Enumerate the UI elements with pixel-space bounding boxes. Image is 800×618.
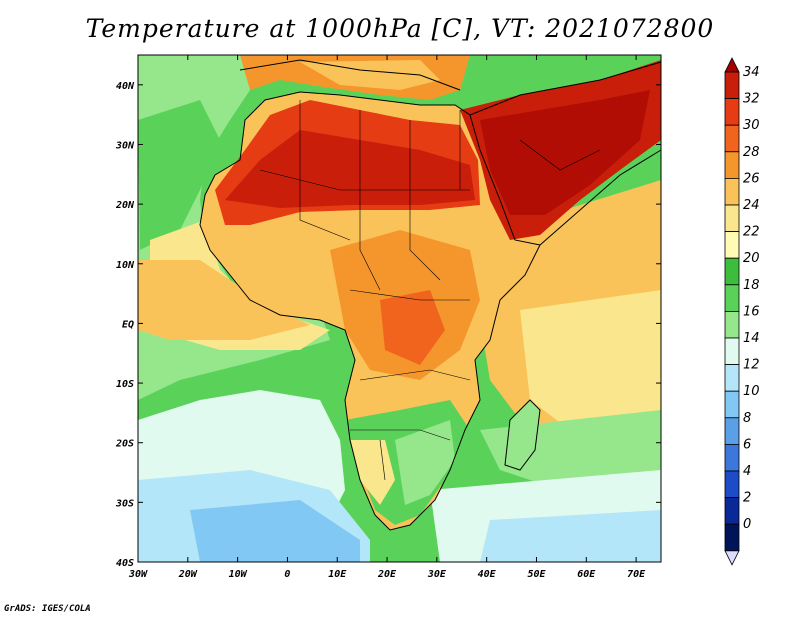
colorbar-swatch bbox=[724, 390, 740, 419]
colorbar-level-label: 24 bbox=[743, 198, 760, 213]
longitude-label: 0 bbox=[284, 569, 290, 580]
map-title: Temperature at 1000hPa [C], VT: 20210728… bbox=[85, 14, 715, 43]
latitude-label: 30S bbox=[115, 498, 134, 509]
longitude-label: 50E bbox=[527, 569, 546, 580]
colorbar-level-label: 14 bbox=[743, 331, 760, 346]
colorbar-swatch bbox=[724, 177, 740, 206]
axis-ticks bbox=[137, 55, 661, 563]
colorbar-level-label: 20 bbox=[743, 251, 760, 266]
colorbar-level-label: 10 bbox=[743, 384, 760, 399]
colorbar-swatch bbox=[724, 497, 740, 525]
colorbar-swatch bbox=[724, 443, 740, 472]
longitude-label: 10W bbox=[229, 569, 248, 580]
colorbar-swatch bbox=[724, 124, 740, 153]
longitude-label: 40E bbox=[478, 569, 497, 580]
colorbar-swatch bbox=[724, 98, 740, 126]
colorbar-swatch bbox=[724, 257, 740, 286]
map-frame bbox=[137, 54, 662, 563]
colorbar-swatch bbox=[724, 71, 740, 100]
colorbar-bottom-arrow bbox=[724, 550, 740, 566]
colorbar-level-label: 30 bbox=[743, 118, 760, 133]
colorbar-level-label: 28 bbox=[743, 145, 760, 160]
colorbar-swatch bbox=[724, 151, 740, 179]
colorbar-level-label: 22 bbox=[743, 225, 760, 240]
latitude-label: 30N bbox=[115, 140, 135, 151]
latitude-label: 10N bbox=[116, 260, 135, 271]
grads-credit: GrADS: IGES/COLA bbox=[4, 604, 91, 614]
colorbar-swatch bbox=[724, 523, 740, 552]
longitude-label: 20W bbox=[178, 569, 198, 580]
latitude-label: EQ bbox=[122, 319, 134, 330]
colorbar-level-label: 32 bbox=[743, 92, 760, 107]
colorbar-level-label: 8 bbox=[743, 411, 751, 426]
coastlines bbox=[199, 59, 662, 531]
colorbar-swatch bbox=[724, 284, 740, 312]
colorbar-top-arrow bbox=[724, 57, 740, 73]
colorbar-level-label: 4 bbox=[743, 464, 751, 479]
longitude-label: 30E bbox=[427, 569, 447, 580]
latitude-label: 20N bbox=[115, 200, 135, 211]
latitude-label: 40N bbox=[116, 81, 135, 92]
temperature-field bbox=[138, 55, 661, 562]
colorbar-swatch bbox=[724, 470, 740, 499]
colorbar-level-label: 34 bbox=[743, 65, 760, 80]
colorbar-level-label: 12 bbox=[743, 358, 760, 373]
latitude-labels: 40N 30N 20N 10N EQ 10S 20S 30S 40S bbox=[115, 81, 135, 569]
colorbar-level-label: 6 bbox=[743, 437, 751, 452]
colorbar-swatch bbox=[724, 310, 740, 339]
longitude-label: 20E bbox=[377, 569, 397, 580]
colorbar-swatch bbox=[724, 337, 740, 366]
colorbar-level-label: 16 bbox=[743, 304, 760, 319]
latitude-label: 10S bbox=[116, 379, 134, 390]
colorbar-level-label: 26 bbox=[743, 171, 760, 186]
colorbar-swatch bbox=[724, 364, 740, 392]
colorbar-swatch bbox=[724, 204, 740, 233]
colorbar-level-label: 18 bbox=[743, 278, 760, 293]
latitude-label: 40S bbox=[116, 558, 134, 569]
latitude-label: 20S bbox=[115, 439, 134, 450]
colorbar-swatches bbox=[724, 57, 740, 566]
country-borders bbox=[259, 100, 601, 481]
longitude-labels: 30W 20W 10W 0 10E 20E 30E 40E 50E 60E 70E bbox=[128, 569, 646, 580]
longitude-label: 70E bbox=[627, 569, 646, 580]
colorbar-swatch bbox=[724, 417, 740, 445]
colorbar-swatch bbox=[724, 231, 740, 259]
longitude-label: 60E bbox=[577, 569, 596, 580]
longitude-label: 30W bbox=[128, 569, 148, 580]
colorbar-level-label: 2 bbox=[743, 491, 751, 506]
longitude-label: 10E bbox=[328, 569, 347, 580]
colorbar-level-label: 0 bbox=[743, 517, 751, 532]
